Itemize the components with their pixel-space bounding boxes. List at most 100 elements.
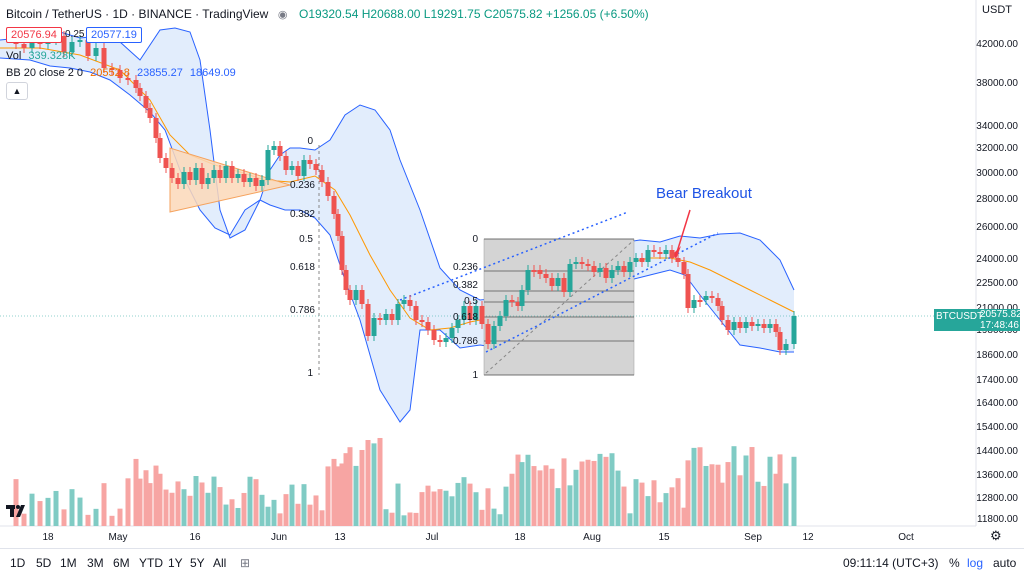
- volume-bar: [313, 495, 319, 526]
- candle-body: [715, 298, 721, 306]
- candle-body: [371, 318, 377, 336]
- tf-1m[interactable]: 1M: [60, 556, 77, 570]
- volume-bar: [175, 481, 181, 526]
- tf-all[interactable]: All: [213, 556, 227, 570]
- candle-body: [609, 270, 615, 278]
- currency-label[interactable]: USDT: [982, 4, 1012, 16]
- volume-bar: [187, 495, 193, 526]
- candle-body: [377, 318, 383, 320]
- tf-6m[interactable]: 6M: [113, 556, 130, 570]
- volume-bar: [253, 479, 259, 526]
- volume-bar: [241, 492, 247, 526]
- current-price: 20575.82: [980, 309, 1022, 320]
- percent-toggle[interactable]: %: [949, 556, 960, 570]
- time-label: 12: [802, 532, 814, 543]
- candle-body: [773, 324, 779, 332]
- volume-bar: [455, 482, 461, 526]
- candle-body: [691, 300, 697, 308]
- volume-bar: [567, 485, 573, 526]
- candle-body: [719, 306, 725, 320]
- collapse-legend-button[interactable]: ▲: [6, 82, 28, 100]
- candle-body: [473, 306, 479, 320]
- volume-bar: [669, 487, 675, 526]
- bollinger-indicator-legend[interactable]: BB 20 close 2 0 20552.8 23855.27 18649.0…: [6, 67, 236, 79]
- volume-bar: [767, 456, 773, 526]
- tf-5y[interactable]: 5Y: [190, 556, 205, 570]
- tf-ytd[interactable]: YTD: [139, 556, 163, 570]
- volume-indicator-legend[interactable]: Vol 339.328K: [6, 50, 75, 62]
- candle-body: [651, 250, 657, 252]
- candle-body: [93, 48, 99, 56]
- spread-value: 0.25: [65, 29, 85, 40]
- volume-bar: [639, 482, 645, 526]
- volume-bar: [37, 501, 43, 526]
- fib-left-label: 0: [307, 136, 313, 147]
- tf-1d[interactable]: 1D: [10, 556, 26, 570]
- candle-body: [767, 324, 773, 328]
- eye-icon[interactable]: ◉: [277, 9, 288, 21]
- clock[interactable]: 09:11:14 (UTC+3): [843, 556, 939, 570]
- settings-gear-icon[interactable]: ⚙: [990, 528, 1002, 543]
- time-label: 18: [42, 532, 54, 543]
- volume-bar: [61, 509, 67, 526]
- candle-body: [137, 88, 143, 96]
- volume-bar: [685, 460, 691, 526]
- tf-1y[interactable]: 1Y: [168, 556, 183, 570]
- tf-3m[interactable]: 3M: [87, 556, 104, 570]
- volume-bar: [383, 509, 389, 526]
- price-chart[interactable]: 42000.00 38000.00 34000.00 32000.00 30000.00…: [0, 0, 1024, 548]
- tradingview-logo-icon[interactable]: [6, 502, 28, 520]
- candle-body: [175, 178, 181, 184]
- symbol-title[interactable]: Bitcoin / TetherUS · 1D · BINANCE · Trad…: [6, 7, 269, 21]
- date-range-icon[interactable]: ⊞: [240, 556, 251, 570]
- volume-bar: [773, 473, 779, 526]
- sell-button[interactable]: 20576.94: [6, 27, 62, 43]
- candle-body: [449, 328, 455, 338]
- bb-lower-value: 18649.09: [189, 67, 236, 79]
- tf-5d[interactable]: 5D: [36, 556, 52, 570]
- candle-body: [199, 168, 205, 184]
- candle-body: [743, 322, 749, 328]
- volume-bar: [389, 512, 395, 526]
- candle-body: [783, 344, 789, 350]
- fib-right-label: 0.5: [464, 296, 478, 307]
- bottom-toolbar: 1D 5D 1M 3M 6M YTD 1Y 5Y All ⊞ 09:11:14 …: [0, 548, 1024, 577]
- volume-bar: [609, 453, 615, 526]
- volume-bar: [597, 453, 603, 526]
- volume-bar: [365, 439, 371, 526]
- candle-body: [633, 258, 639, 262]
- volume-bar: [419, 492, 425, 526]
- candle-body: [85, 40, 91, 56]
- bear-breakout-arrowhead: [673, 246, 681, 259]
- candle-body: [627, 262, 633, 272]
- candle-body: [755, 324, 761, 326]
- volume-bar: [509, 473, 515, 526]
- price-label: 42000.00: [976, 39, 1018, 50]
- candle-body: [467, 306, 473, 320]
- volume-bar: [259, 494, 265, 526]
- volume-bar: [45, 497, 51, 526]
- volume-bar: [109, 515, 115, 526]
- volume-bar: [289, 484, 295, 526]
- volume-bar: [325, 466, 331, 526]
- price-label: 17400.00: [976, 375, 1018, 386]
- volume-bar: [199, 482, 205, 526]
- log-toggle[interactable]: log: [967, 556, 984, 570]
- candle-body: [277, 146, 283, 156]
- candle-body: [657, 252, 663, 254]
- volume-bar: [691, 447, 697, 526]
- auto-toggle[interactable]: auto: [993, 556, 1017, 570]
- candle-body: [407, 300, 413, 306]
- volume-bar: [265, 506, 271, 526]
- volume-bar: [449, 496, 455, 526]
- candle-body: [549, 278, 555, 286]
- candle-body: [331, 196, 337, 214]
- buy-button[interactable]: 20577.19: [86, 27, 142, 43]
- candle-body: [271, 146, 277, 150]
- price-label: 32000.00: [976, 143, 1018, 154]
- time-label: May: [109, 532, 128, 543]
- candle-body: [615, 266, 621, 270]
- volume-bar: [479, 509, 485, 526]
- volume-bar: [347, 447, 353, 526]
- volume-bar: [271, 499, 277, 526]
